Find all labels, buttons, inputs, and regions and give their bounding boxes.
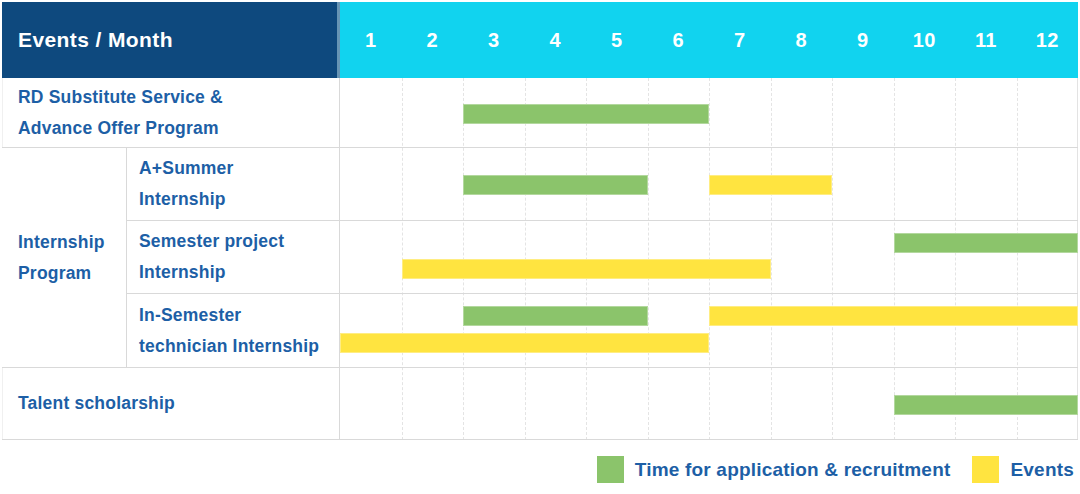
legend-item-event: Events — [972, 456, 1074, 483]
row-label-line: Internship — [139, 257, 339, 288]
row-label-line: Semester project — [139, 226, 339, 257]
table-row-in-semester-technician-internship: In-Semestertechnician Internship — [2, 294, 1078, 368]
row-label-line: In-Semester — [139, 300, 339, 331]
row-bars-in-semester-technician-internship — [340, 294, 1078, 367]
row-label-in-semester-technician-internship: In-Semestertechnician Internship — [127, 294, 340, 367]
month-label-7: 7 — [709, 2, 771, 78]
legend-item-application: Time for application & recruitment — [597, 456, 951, 483]
row-label-line: Talent scholarship — [18, 388, 339, 419]
month-label-9: 9 — [832, 2, 894, 78]
table-row-rd-substitute-service: RD Substitute Service &Advance Offer Pro… — [2, 78, 1078, 148]
application-swatch-icon — [597, 456, 624, 483]
month-label-10: 10 — [894, 2, 956, 78]
row-bars-semester-project-internship — [340, 221, 1078, 293]
row-label-a-plus-summer-internship: A+SummerInternship — [127, 148, 340, 220]
row-bars-a-plus-summer-internship — [340, 148, 1078, 220]
month-label-12: 12 — [1017, 2, 1079, 78]
month-header-row: 123456789101112 — [340, 2, 1078, 78]
table-row-talent-scholarship: Talent scholarship — [2, 368, 1078, 440]
event-bar — [402, 259, 771, 279]
legend-label-event: Events — [1010, 459, 1074, 481]
month-label-11: 11 — [955, 2, 1017, 78]
application-bar — [894, 233, 1079, 253]
row-label-rd-substitute-service: RD Substitute Service &Advance Offer Pro… — [2, 78, 340, 147]
row-label-line: technician Internship — [139, 331, 339, 362]
month-label-6: 6 — [648, 2, 710, 78]
application-bar — [463, 175, 648, 195]
group-label-line: Program — [18, 258, 126, 289]
row-label-semester-project-internship: Semester projectInternship — [127, 221, 340, 293]
event-bar — [709, 306, 1078, 326]
month-label-5: 5 — [586, 2, 648, 78]
group-label-line: Internship — [18, 227, 126, 258]
row-label-line: RD Substitute Service & — [18, 82, 339, 113]
legend-label-application: Time for application & recruitment — [635, 459, 951, 481]
gantt-schedule: Events / Month 123456789101112 RD Substi… — [0, 0, 1080, 494]
month-label-1: 1 — [340, 2, 402, 78]
row-label-line: A+Summer — [139, 153, 339, 184]
event-bar — [709, 175, 832, 195]
event-bar — [340, 333, 709, 353]
month-label-4: 4 — [525, 2, 587, 78]
table-row-semester-project-internship: Semester projectInternship — [2, 221, 1078, 294]
month-label-8: 8 — [771, 2, 833, 78]
application-bar — [463, 104, 709, 124]
schedule-table: Events / Month 123456789101112 RD Substi… — [2, 2, 1078, 440]
row-label-line: Internship — [139, 184, 339, 215]
month-label-3: 3 — [463, 2, 525, 78]
event-swatch-icon — [972, 456, 999, 483]
table-row-a-plus-summer-internship: A+SummerInternship — [2, 148, 1078, 221]
events-month-header: Events / Month — [2, 2, 340, 78]
legend: Time for application & recruitment Events — [597, 456, 1074, 483]
row-bars-rd-substitute-service — [340, 78, 1078, 147]
row-bars-talent-scholarship — [340, 368, 1078, 439]
month-label-2: 2 — [402, 2, 464, 78]
application-bar — [894, 395, 1079, 415]
application-bar — [463, 306, 648, 326]
group-label-internship-program: InternshipProgram — [2, 148, 127, 367]
table-body: RD Substitute Service &Advance Offer Pro… — [2, 78, 1078, 440]
row-label-line: Advance Offer Program — [18, 113, 339, 144]
row-label-talent-scholarship: Talent scholarship — [2, 368, 340, 439]
table-header: Events / Month 123456789101112 — [2, 2, 1078, 78]
